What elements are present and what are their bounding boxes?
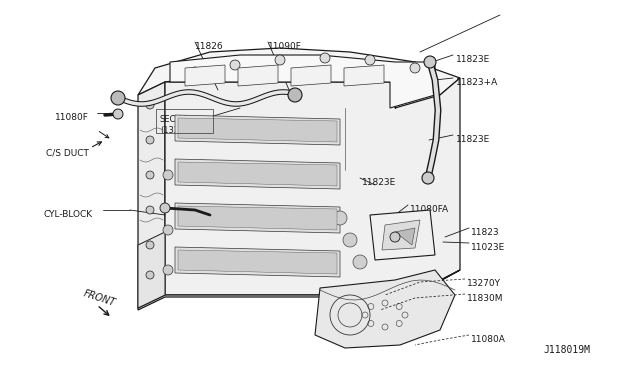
Polygon shape xyxy=(178,162,337,186)
Circle shape xyxy=(146,101,154,109)
Text: 11823E: 11823E xyxy=(362,178,396,187)
Circle shape xyxy=(365,55,375,65)
Polygon shape xyxy=(138,82,165,308)
Circle shape xyxy=(163,170,173,180)
Circle shape xyxy=(146,171,154,179)
Polygon shape xyxy=(382,220,420,250)
Circle shape xyxy=(146,136,154,144)
Text: 11080F: 11080F xyxy=(55,113,89,122)
Text: C/S DUCT: C/S DUCT xyxy=(46,148,89,157)
Circle shape xyxy=(333,211,347,225)
Text: 13270Y: 13270Y xyxy=(467,279,501,288)
Circle shape xyxy=(410,63,420,73)
Circle shape xyxy=(390,232,400,242)
Text: 11080FA: 11080FA xyxy=(410,205,449,214)
Text: 11830M: 11830M xyxy=(467,294,504,303)
Text: 11823: 11823 xyxy=(471,228,500,237)
Polygon shape xyxy=(170,55,435,108)
Polygon shape xyxy=(178,250,337,274)
Polygon shape xyxy=(370,210,435,260)
Text: FRONT: FRONT xyxy=(82,288,116,308)
Text: 11823+A: 11823+A xyxy=(456,78,499,87)
Polygon shape xyxy=(175,115,340,145)
Polygon shape xyxy=(178,206,337,230)
Text: SEC.11: SEC.11 xyxy=(160,115,189,124)
Polygon shape xyxy=(178,118,337,142)
Text: (13264): (13264) xyxy=(160,126,193,135)
Circle shape xyxy=(422,172,434,184)
Circle shape xyxy=(160,203,170,213)
Polygon shape xyxy=(185,65,225,86)
Circle shape xyxy=(343,233,357,247)
Circle shape xyxy=(230,60,240,70)
Polygon shape xyxy=(165,78,460,295)
Polygon shape xyxy=(291,65,331,86)
Text: 11080A: 11080A xyxy=(471,335,506,344)
Circle shape xyxy=(163,265,173,275)
Polygon shape xyxy=(315,270,455,348)
Polygon shape xyxy=(175,247,340,277)
Polygon shape xyxy=(175,159,340,189)
Text: 11823E: 11823E xyxy=(456,135,490,144)
Text: 11823E: 11823E xyxy=(456,55,490,64)
Polygon shape xyxy=(138,270,460,310)
Text: CYL-BLOCK: CYL-BLOCK xyxy=(43,210,92,219)
Polygon shape xyxy=(238,65,278,86)
Text: 11090F: 11090F xyxy=(268,42,302,51)
Circle shape xyxy=(353,255,367,269)
Polygon shape xyxy=(138,48,460,95)
Circle shape xyxy=(146,271,154,279)
Circle shape xyxy=(424,56,436,68)
Text: 11023E: 11023E xyxy=(471,243,505,252)
Polygon shape xyxy=(395,228,415,245)
Circle shape xyxy=(146,206,154,214)
Circle shape xyxy=(163,225,173,235)
Circle shape xyxy=(146,241,154,249)
Text: J118019M: J118019M xyxy=(543,345,590,355)
Polygon shape xyxy=(344,65,384,86)
Circle shape xyxy=(190,67,200,77)
Circle shape xyxy=(288,88,302,102)
Circle shape xyxy=(113,109,123,119)
Text: 11826: 11826 xyxy=(195,42,223,51)
Polygon shape xyxy=(138,232,165,308)
Circle shape xyxy=(320,53,330,63)
Polygon shape xyxy=(175,203,340,233)
Circle shape xyxy=(111,91,125,105)
Circle shape xyxy=(275,55,285,65)
